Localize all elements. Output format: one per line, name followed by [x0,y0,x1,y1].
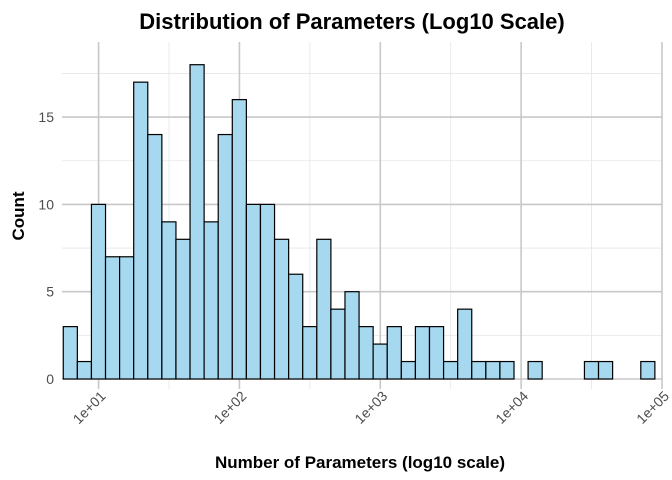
histogram-bar [344,291,360,380]
histogram-bar [231,99,247,380]
histogram-bar [273,238,290,380]
histogram-bar [316,238,332,380]
histogram-bar [217,133,233,380]
bars-layer [62,64,656,380]
y-tick-label: 0 [46,371,54,387]
histogram-bar [62,326,78,380]
histogram-bar [442,360,459,380]
x-tick-label: 1e+01 [70,388,109,427]
histogram-bar [372,343,388,380]
histogram-bar [288,273,304,380]
histogram-bar [302,326,318,380]
x-axis-title: Number of Parameters (log10 scale) [215,453,505,472]
chart-title: Distribution of Parameters (Log10 Scale) [139,9,564,34]
histogram-bar [485,360,501,380]
histogram-bar [414,326,431,380]
histogram-bar [119,256,135,380]
histogram-bar [386,326,402,380]
histogram-bar [175,238,191,380]
x-tick-label: 1e+03 [351,388,390,427]
histogram-bar [147,133,163,380]
histogram-bar [161,221,177,380]
x-tick-label: 1e+02 [210,388,249,427]
histogram-bar [133,81,149,380]
y-axis-title: Count [9,191,28,240]
y-tick-label: 5 [46,284,54,300]
histogram-bar [189,64,205,380]
histogram-bar [640,360,656,380]
histogram-bar [527,360,543,380]
histogram-bar [499,360,515,380]
histogram-bar [330,308,346,380]
histogram-bar [203,221,219,380]
histogram-bar [90,203,107,380]
histogram-bar [400,360,417,380]
histogram-bar [76,360,93,380]
y-tick-label: 15 [38,109,54,125]
histogram-bar [104,256,121,380]
histogram-bar [583,360,600,380]
x-tick-label: 1e+04 [492,388,531,427]
x-tick-label: 1e+05 [633,388,672,427]
histogram-bar [471,360,487,380]
histogram-bar [245,203,262,380]
histogram-bar [259,203,276,380]
y-tick-label: 10 [38,196,54,212]
histogram-bar [457,308,473,380]
histogram-bar [428,326,445,380]
histogram-bar [597,360,614,380]
histogram-bar [358,326,374,380]
